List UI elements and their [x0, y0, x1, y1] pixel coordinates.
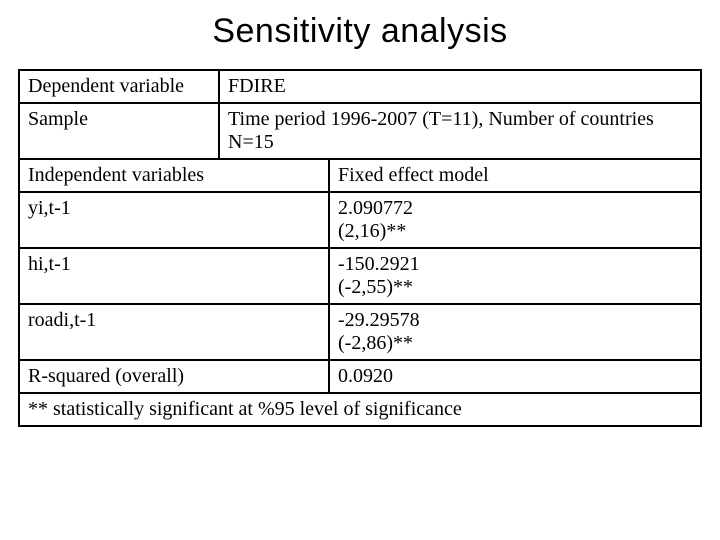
- table-row: yi,t-1 2.090772 (2,16)**: [19, 192, 701, 248]
- road-value: -29.29578 (-2,86)**: [329, 304, 701, 360]
- r2-label: R-squared (overall): [19, 360, 329, 393]
- road-label: roadi,t-1: [19, 304, 329, 360]
- table-row: ** statistically significant at %95 leve…: [19, 393, 701, 426]
- model-label: Fixed effect model: [329, 159, 701, 192]
- table-row: Independent variables Fixed effect model: [19, 159, 701, 192]
- dep-var-value: FDIRE: [219, 70, 701, 103]
- yi-stat: (2,16)**: [338, 220, 406, 242]
- hi-label: hi,t-1: [19, 248, 329, 304]
- yi-coef: 2.090772: [338, 197, 413, 219]
- table-row: roadi,t-1 -29.29578 (-2,86)**: [19, 304, 701, 360]
- yi-label: yi,t-1: [19, 192, 329, 248]
- sample-label: Sample: [19, 103, 219, 159]
- table: Dependent variable FDIRE Sample Time per…: [18, 69, 702, 427]
- table-row: R-squared (overall) 0.0920: [19, 360, 701, 393]
- table-row: Dependent variable FDIRE: [19, 70, 701, 103]
- footnote: ** statistically significant at %95 leve…: [19, 393, 701, 426]
- road-stat: (-2,86)**: [338, 332, 413, 354]
- r2-value: 0.0920: [329, 360, 701, 393]
- table-row: hi,t-1 -150.2921 (-2,55)**: [19, 248, 701, 304]
- table-row: Sample Time period 1996-2007 (T=11), Num…: [19, 103, 701, 159]
- road-coef: -29.29578: [338, 309, 420, 331]
- hi-coef: -150.2921: [338, 253, 420, 275]
- indep-vars-label: Independent variables: [19, 159, 329, 192]
- hi-stat: (-2,55)**: [338, 276, 413, 298]
- page-title: Sensitivity analysis: [0, 12, 720, 51]
- slide: Sensitivity analysis Dependent variable …: [0, 0, 720, 540]
- hi-value: -150.2921 (-2,55)**: [329, 248, 701, 304]
- dep-var-label: Dependent variable: [19, 70, 219, 103]
- yi-value: 2.090772 (2,16)**: [329, 192, 701, 248]
- sample-value: Time period 1996-2007 (T=11), Number of …: [219, 103, 701, 159]
- regression-table: Dependent variable FDIRE Sample Time per…: [18, 69, 702, 427]
